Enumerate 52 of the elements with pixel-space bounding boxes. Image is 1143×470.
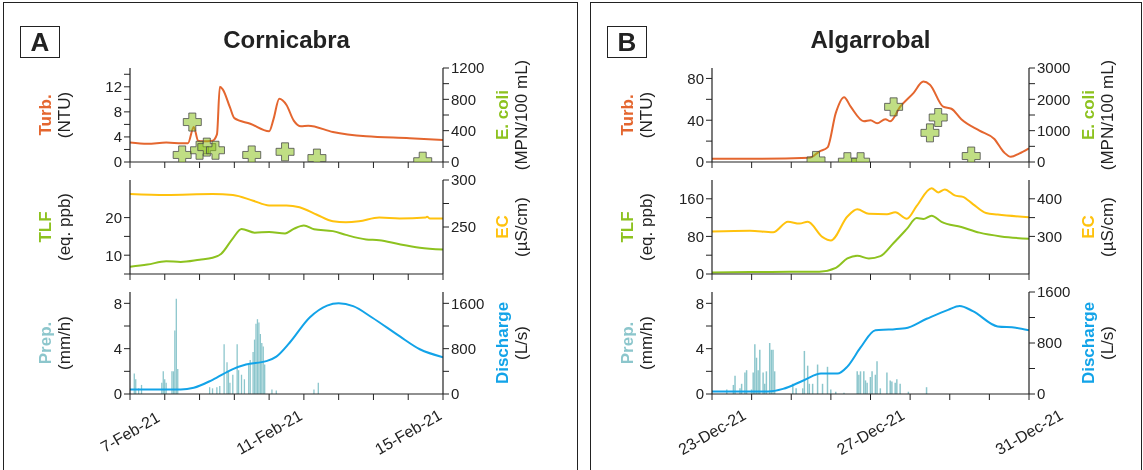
- y-tick-label: 0: [695, 385, 704, 403]
- y2-tick-label: 0: [1037, 385, 1046, 403]
- y-tick-label: 12: [105, 78, 122, 96]
- y-axis-title: Turb. (NTU): [35, 91, 75, 139]
- y2-tick-label: 0: [1037, 153, 1046, 171]
- y2-tick-label: 800: [1037, 334, 1063, 352]
- y-axis-title: Prep. (mm/h): [617, 316, 657, 370]
- y2-tick-label: 0: [451, 153, 460, 171]
- y-tick-label: 20: [105, 208, 122, 226]
- panel-letter-box: A: [20, 26, 60, 58]
- y2-tick-label: 300: [451, 171, 477, 189]
- y-axis-title: Prep. (mm/h): [35, 316, 75, 370]
- y-axis-title: TLF (eq. ppb): [617, 192, 657, 262]
- y2-tick-label: 800: [451, 339, 477, 357]
- y2-tick-label: 1600: [451, 294, 485, 312]
- chart-title: Cornicabra: [222, 26, 351, 54]
- y2-tick-label: 0: [451, 385, 460, 403]
- y2-tick-label: 400: [451, 121, 477, 139]
- y2-tick-label: 250: [451, 218, 477, 236]
- y-tick-label: 0: [695, 265, 704, 283]
- y-tick-label: 0: [113, 385, 122, 403]
- y-tick-label: 4: [113, 339, 122, 357]
- y2-tick-label: 1600: [1037, 283, 1071, 301]
- y-tick-label: 10: [105, 246, 122, 264]
- y-tick-label: 80: [687, 227, 704, 245]
- y-axis-title: Turb. (NTU): [617, 91, 657, 139]
- y-tick-label: 8: [695, 294, 704, 312]
- y-tick-label: 80: [687, 69, 704, 87]
- y-tick-label: 0: [113, 153, 122, 171]
- y-tick-label: 8: [113, 294, 122, 312]
- panel-letter-box: B: [607, 26, 647, 58]
- y2-tick-label: 1000: [1037, 121, 1071, 139]
- y2-tick-label: 1200: [451, 59, 485, 77]
- chart-title: Algarrobal: [809, 26, 932, 54]
- y2-axis-title: Discharge (L/s): [1078, 301, 1118, 385]
- y-tick-label: 4: [695, 339, 704, 357]
- y2-tick-label: 300: [1037, 227, 1063, 245]
- y2-axis-title: Discharge (L/s): [492, 301, 532, 385]
- y2-tick-label: 400: [1037, 190, 1063, 208]
- y-tick-label: 0: [695, 153, 704, 171]
- y-tick-label: 8: [113, 103, 122, 121]
- y2-tick-label: 2000: [1037, 90, 1071, 108]
- y-tick-label: 40: [687, 111, 704, 129]
- y2-axis-title: E. coli (MPN/100 mL): [492, 59, 532, 171]
- y2-axis-title: EC (µS/cm): [492, 197, 532, 257]
- y-tick-label: 4: [113, 128, 122, 146]
- y2-tick-label: 3000: [1037, 59, 1071, 77]
- y2-tick-label: 800: [451, 90, 477, 108]
- y2-axis-title: EC (µS/cm): [1078, 197, 1118, 257]
- y-tick-label: 160: [678, 190, 704, 208]
- y-axis-title: TLF (eq. ppb): [35, 192, 75, 262]
- y2-axis-title: E. coli (MPN/100 mL): [1078, 59, 1118, 171]
